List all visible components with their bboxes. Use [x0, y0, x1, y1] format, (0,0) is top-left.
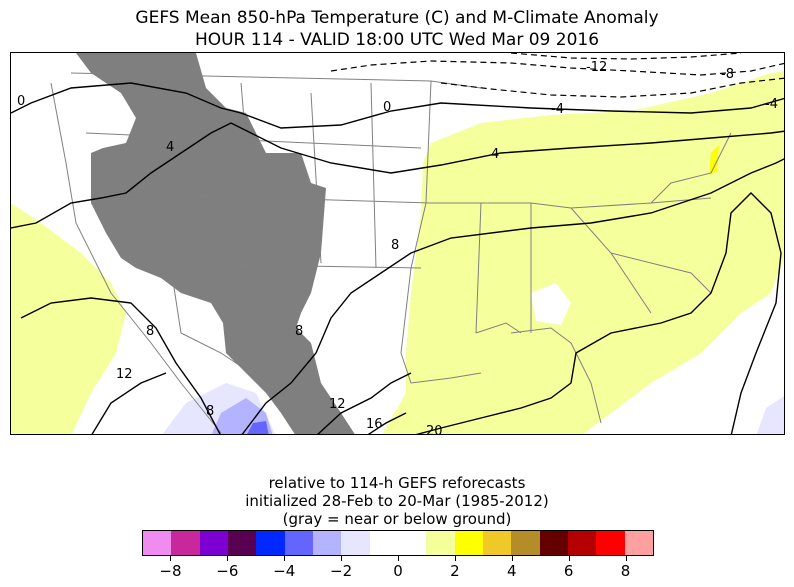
contour-label: 12 — [329, 397, 346, 412]
cold-anomaly-strong — [247, 421, 269, 434]
contour-label: -12 — [586, 60, 607, 75]
colorbar-tick-label: −4 — [273, 562, 296, 580]
contour-label: 20 — [426, 424, 443, 435]
colorbar-tick — [284, 556, 286, 561]
colorbar-segment — [482, 531, 512, 555]
colorbar-tick-label: 4 — [506, 562, 517, 580]
contour-label: 8 — [295, 324, 303, 339]
colorbar-segment — [171, 531, 200, 555]
colorbar-tick-label: 8 — [620, 562, 631, 580]
chart-subtitle: HOUR 114 - VALID 18:00 UTC Wed Mar 09 20… — [194, 30, 600, 50]
white-gap-southeast — [531, 283, 571, 325]
colorbar-segment — [454, 531, 483, 555]
forecast-map: 0 0 -12 -8 -4 4 -4 4 8 8 8 8 12 12 16 20 — [10, 52, 785, 435]
caption-line-1: relative to 114-h GEFS reforecasts — [268, 474, 526, 492]
colorbar-segment — [511, 531, 540, 555]
colorbar-segment — [596, 531, 625, 555]
colorbar-tick-label: −6 — [216, 562, 239, 580]
colorbar-ticks: −8 −6 −4 −2 0 2 4 6 8 — [142, 556, 654, 586]
colorbar-tick-label: −2 — [330, 562, 353, 580]
warm-anomaly-east — [382, 71, 784, 434]
contour-label: 8 — [206, 404, 214, 419]
warm-anomaly-west — [11, 203, 126, 434]
colorbar-tick-label: 6 — [563, 562, 574, 580]
state-borders — [50, 72, 732, 434]
colorbar-segment — [539, 531, 568, 555]
contour-label: -8 — [721, 67, 734, 82]
colorbar-segment — [227, 531, 257, 555]
contour-label: 4 — [166, 140, 174, 155]
colorbar-segment — [284, 531, 313, 555]
colorbar-segment — [143, 531, 172, 555]
below-ground-terrain — [76, 53, 355, 434]
colorbar-tick — [454, 556, 456, 561]
contour-label: 4 — [491, 147, 499, 162]
cold-anomaly-se-corner — [756, 396, 784, 434]
contour-label: 12 — [116, 367, 133, 382]
colorbar-segment — [199, 531, 228, 555]
contour-label: 8 — [146, 324, 154, 339]
warm-anomaly-strong — [709, 145, 719, 175]
contour-label: -4 — [551, 102, 564, 117]
colorbar-tick — [227, 556, 229, 561]
colorbar-tick — [511, 556, 513, 561]
colorbar-segment — [341, 531, 370, 555]
contour-label: 0 — [17, 94, 25, 109]
contour-labels: 0 0 -12 -8 -4 4 -4 4 8 8 8 8 12 12 16 20 — [17, 60, 778, 435]
caption-line-3: (gray = near or below ground) — [282, 510, 512, 528]
colorbar-segment — [256, 531, 285, 555]
colorbar-segment — [369, 531, 398, 555]
contour-label: 8 — [391, 238, 399, 253]
colorbar-segment — [397, 531, 427, 555]
colorbar-tick — [398, 556, 399, 561]
colorbar-tick-label: 0 — [393, 562, 403, 580]
colorbar-tick-label: 2 — [450, 562, 460, 580]
colorbar-tick — [170, 556, 172, 561]
colorbar-tick — [625, 556, 627, 561]
contour-label: 16 — [366, 417, 383, 432]
colorbar-tick-label: −8 — [159, 562, 182, 580]
anomaly-colorbar — [142, 530, 654, 556]
caption-line-2: initialized 28-Feb to 20-Mar (1985-2012) — [245, 492, 549, 510]
colorbar-segment — [426, 531, 455, 555]
colorbar-tick — [341, 556, 343, 561]
contour-label: -4 — [765, 97, 778, 112]
negative-contours — [330, 53, 784, 98]
colorbar-tick — [568, 556, 570, 561]
map-canvas: 0 0 -12 -8 -4 4 -4 4 8 8 8 8 12 12 16 20 — [11, 53, 784, 435]
colorbar-segment — [624, 531, 653, 555]
chart-title: GEFS Mean 850-hPa Temperature (C) and M-… — [135, 8, 659, 28]
contour-label: 0 — [383, 100, 391, 115]
temperature-contours — [11, 82, 784, 434]
colorbar-segment — [567, 531, 597, 555]
colorbar-segment — [312, 531, 342, 555]
